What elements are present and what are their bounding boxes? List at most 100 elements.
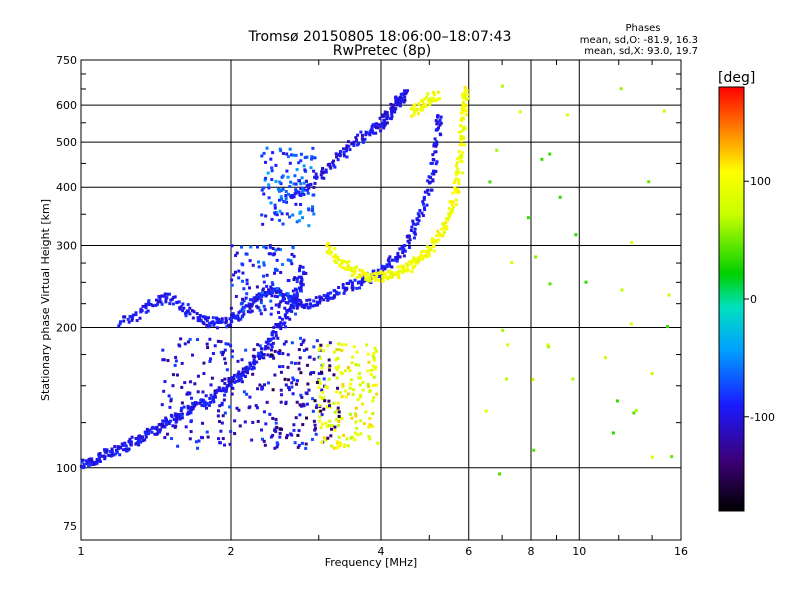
trace-point (151, 304, 155, 308)
cluster-point (367, 360, 371, 364)
trace-point (186, 309, 190, 313)
colorbar-tick-label: 0 (750, 293, 757, 306)
cluster-point (229, 306, 233, 310)
trace-point (353, 269, 357, 273)
cluster-point (571, 377, 575, 381)
cluster-point (301, 423, 305, 427)
trace-point (283, 297, 287, 301)
cluster-point (366, 352, 370, 356)
trace-point (272, 325, 276, 329)
trace-point (460, 116, 464, 120)
trace-point (137, 443, 141, 447)
trace-point (165, 296, 169, 300)
trace-point (212, 321, 216, 325)
trace-point (366, 272, 370, 276)
cluster-point (262, 192, 266, 196)
x-tick-label: 10 (572, 545, 586, 558)
cluster-point (279, 370, 283, 374)
cluster-point (268, 244, 272, 248)
trace-point (237, 318, 241, 322)
trace-point (134, 436, 138, 440)
trace-point (193, 403, 197, 407)
trace-point (291, 300, 295, 304)
trace-point (103, 455, 107, 459)
cluster-point (322, 377, 326, 381)
cluster-point (287, 192, 291, 196)
trace-point (175, 301, 179, 305)
cluster-point (335, 348, 339, 352)
trace-point (459, 111, 463, 115)
cluster-point (311, 193, 315, 197)
x-tick-label: 2 (228, 545, 235, 558)
trace-point (141, 435, 145, 439)
trace-point (155, 298, 159, 302)
trace-point (145, 431, 149, 435)
trace-point (461, 151, 465, 155)
trace-point (246, 368, 250, 372)
trace-point (79, 464, 83, 468)
trace-point (464, 103, 468, 107)
cluster-point (305, 155, 309, 159)
cluster-point (328, 364, 332, 368)
trace-point (238, 372, 242, 376)
cluster-point (309, 372, 313, 376)
cluster-point (348, 386, 352, 390)
trace-point (427, 175, 431, 179)
cluster-point (323, 399, 327, 403)
trace-point (291, 289, 295, 293)
trace-point (332, 163, 336, 167)
trace-point (463, 86, 467, 90)
cluster-point (233, 270, 237, 274)
cluster-point (290, 361, 294, 365)
cluster-point (270, 281, 274, 285)
cluster-point (262, 304, 266, 308)
trace-point (430, 237, 434, 241)
cluster-point (177, 343, 181, 347)
trace-point (346, 268, 350, 272)
trace-point (403, 95, 407, 99)
trace-point (427, 253, 431, 257)
cluster-point (495, 148, 499, 152)
trace-point (241, 370, 245, 374)
cluster-point (318, 356, 322, 360)
trace-point (385, 111, 389, 115)
trace-point (338, 150, 342, 154)
trace-point (416, 260, 420, 264)
trace-point (279, 321, 283, 325)
trace-point (418, 258, 422, 262)
cluster-point (335, 376, 339, 380)
cluster-point (264, 422, 268, 426)
trace-point (170, 297, 174, 301)
trace-point (201, 315, 205, 319)
trace-point (345, 144, 349, 148)
trace-point (279, 325, 283, 329)
cluster-point (311, 146, 315, 150)
cluster-point (244, 252, 248, 256)
trace-point (434, 169, 438, 173)
trace-point (241, 314, 245, 318)
trace-point (403, 268, 407, 272)
trace-point (326, 242, 330, 246)
cluster-point (237, 269, 241, 273)
trace-point (250, 302, 254, 306)
trace-point (320, 296, 324, 300)
trace-point (145, 427, 149, 431)
cluster-point (264, 176, 268, 180)
trace-point (421, 257, 425, 261)
trace-point (420, 106, 424, 110)
cluster-point (299, 152, 303, 156)
trace-point (164, 300, 168, 304)
cluster-point (165, 432, 169, 436)
trace-point (445, 227, 449, 231)
cluster-point (262, 263, 266, 267)
cluster-point (335, 390, 339, 394)
trace-point (459, 137, 463, 141)
trace-point (300, 303, 304, 307)
cluster-point (293, 361, 297, 365)
phase-legend-x: mean, sd,X: 93.0, 19.7 (584, 46, 698, 57)
cluster-point (620, 288, 624, 292)
trace-point (234, 379, 238, 383)
cluster-point (234, 253, 238, 257)
trace-point (246, 371, 250, 375)
